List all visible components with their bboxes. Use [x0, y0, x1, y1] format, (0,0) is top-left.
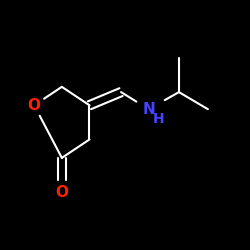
Text: H: H [153, 112, 164, 126]
Text: N: N [142, 102, 155, 117]
Text: O: O [28, 98, 41, 113]
Text: O: O [55, 184, 68, 200]
